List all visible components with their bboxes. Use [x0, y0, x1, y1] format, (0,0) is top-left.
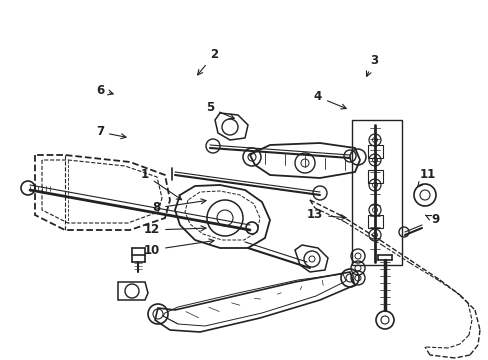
Text: 10: 10	[143, 239, 214, 256]
Text: 2: 2	[197, 49, 218, 75]
Text: 13: 13	[306, 208, 346, 221]
Text: 8: 8	[152, 199, 205, 215]
Text: 6: 6	[96, 84, 113, 96]
Text: 9: 9	[425, 213, 438, 226]
Text: 7: 7	[96, 126, 126, 139]
Text: 1: 1	[141, 168, 182, 200]
Text: 3: 3	[366, 54, 377, 76]
Text: 11: 11	[417, 168, 435, 187]
Text: 12: 12	[143, 224, 205, 237]
Text: 4: 4	[313, 90, 346, 109]
Text: 5: 5	[205, 102, 234, 119]
